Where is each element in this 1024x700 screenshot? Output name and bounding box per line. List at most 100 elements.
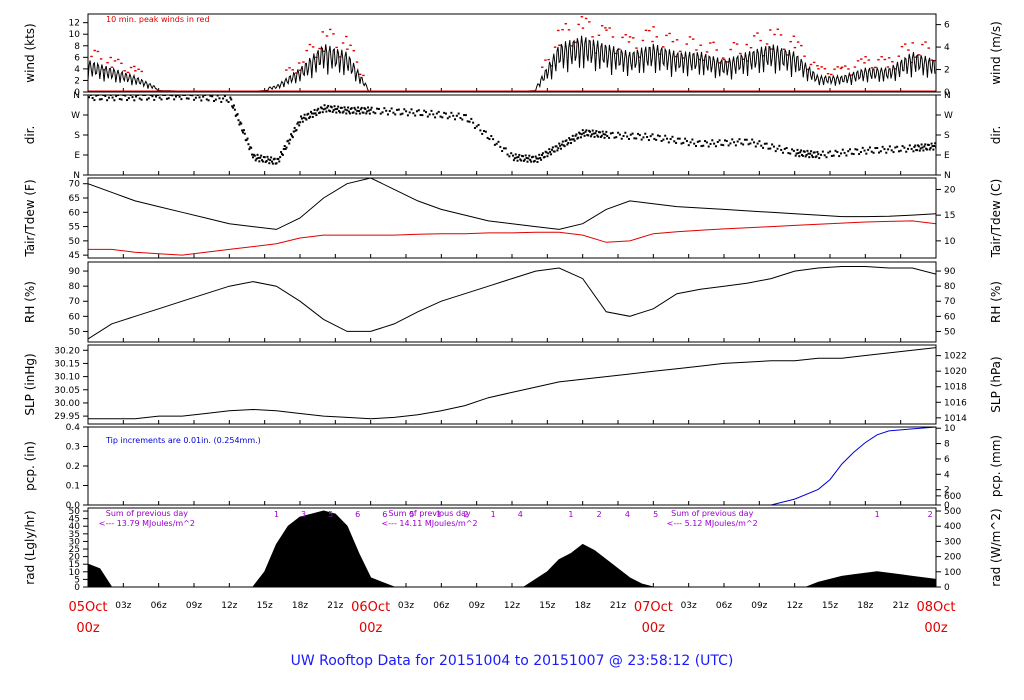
dir-point (920, 143, 923, 146)
tair-series (88, 178, 936, 230)
hour-label: 18z (575, 601, 591, 611)
dir-point (894, 146, 897, 149)
dir-point (502, 147, 505, 150)
dir-point (423, 109, 426, 112)
dir-point (611, 131, 614, 134)
peak-wind-mark (349, 44, 352, 47)
hour-label: 12z (787, 601, 803, 611)
dir-point (414, 114, 417, 117)
dir-point (191, 95, 194, 97)
dir-point (111, 96, 114, 99)
data-slp (88, 347, 936, 420)
peak-wind-mark (322, 50, 326, 53)
dir-point (434, 116, 437, 119)
peak-wind-mark (129, 66, 133, 69)
right-tick-label: 600 (944, 492, 961, 502)
dir-point (104, 95, 107, 97)
dir-point (336, 107, 339, 110)
dir-point (293, 126, 296, 129)
panel-temp: 45 50 55 60 65 70 10 15 20 Tair/Tdew (F) Tair/Tdew… (23, 177, 1003, 261)
peak-wind-mark (823, 68, 827, 70)
dir-point (892, 151, 895, 154)
ylabel-left: SLP (inHg) (23, 353, 37, 415)
dir-point (932, 148, 935, 151)
dir-point (397, 108, 400, 111)
dir-point (675, 141, 678, 144)
dir-point (421, 114, 424, 117)
dir-point (481, 132, 484, 135)
dir-point (622, 134, 625, 137)
wind-series (88, 35, 936, 92)
dir-point (691, 138, 694, 141)
dir-point (687, 144, 690, 147)
ylabel-right: pcp. (mm) (989, 435, 1003, 497)
left-tick-label: 10 (69, 30, 81, 40)
peak-wind-mark (341, 42, 345, 44)
peak-wind-mark (782, 48, 786, 50)
left-tick-label: N (73, 171, 80, 181)
peak-wind-mark (608, 27, 611, 29)
peak-wind-mark (796, 41, 800, 43)
dir-point (348, 112, 351, 115)
dir-point (475, 125, 478, 128)
ylabel-right: Tair/Tdew (C) (989, 179, 1003, 259)
dir-point (816, 150, 819, 153)
dir-point (405, 110, 408, 113)
dir-point (836, 151, 839, 154)
dir-point (222, 97, 225, 100)
sum-label: Sum of previous day (388, 509, 470, 518)
dir-point (640, 138, 643, 141)
peak-wind-mark (894, 68, 897, 70)
dir-point (220, 100, 223, 103)
peak-wind-mark (588, 21, 591, 23)
dir-point (230, 98, 233, 101)
dir-point (916, 149, 919, 152)
dir-point (858, 153, 861, 156)
dir-point (412, 112, 415, 115)
dir-point (261, 159, 264, 162)
dir-point (499, 145, 502, 148)
peak-wind-mark (786, 54, 789, 56)
dir-point (530, 160, 533, 163)
dir-point (300, 117, 303, 120)
dir-point (316, 109, 319, 112)
dir-point (419, 114, 422, 117)
dir-point (585, 129, 588, 132)
peak-wind-mark (723, 58, 726, 61)
dir-point (724, 139, 726, 142)
dir-point (357, 110, 360, 113)
peak-wind-mark (793, 46, 797, 49)
dir-point (347, 106, 350, 109)
dir-point (863, 149, 866, 152)
peak-wind-mark (792, 35, 796, 37)
dir-point (300, 115, 302, 118)
uv-index: 5 (653, 510, 658, 519)
dir-point (385, 109, 388, 112)
dir-point (321, 111, 324, 114)
dir-point (342, 110, 345, 113)
dir-point (780, 148, 783, 151)
peak-wind-mark (836, 66, 839, 68)
dir-point (536, 160, 539, 163)
dir-point (366, 110, 369, 113)
dir-point (443, 111, 446, 114)
right-tick-label: 1018 (944, 383, 967, 393)
peak-wind-mark (297, 62, 301, 64)
dir-point (313, 108, 316, 111)
dir-point (523, 158, 526, 161)
dir-point (454, 118, 457, 121)
peak-wind-mark (594, 52, 598, 54)
dir-point (115, 95, 118, 98)
dir-point (160, 98, 163, 101)
right-tick-label: 6 (944, 455, 950, 465)
hour-label: 09z (186, 601, 202, 611)
dir-point (171, 95, 174, 97)
dir-point (535, 157, 538, 160)
dir-point (680, 142, 683, 145)
dir-point (216, 95, 219, 97)
left-tick-label: W (71, 111, 80, 121)
dir-point (693, 142, 696, 145)
dir-point (758, 140, 761, 143)
ylabel-right: RH (%) (989, 281, 1003, 323)
dir-point (752, 141, 755, 144)
